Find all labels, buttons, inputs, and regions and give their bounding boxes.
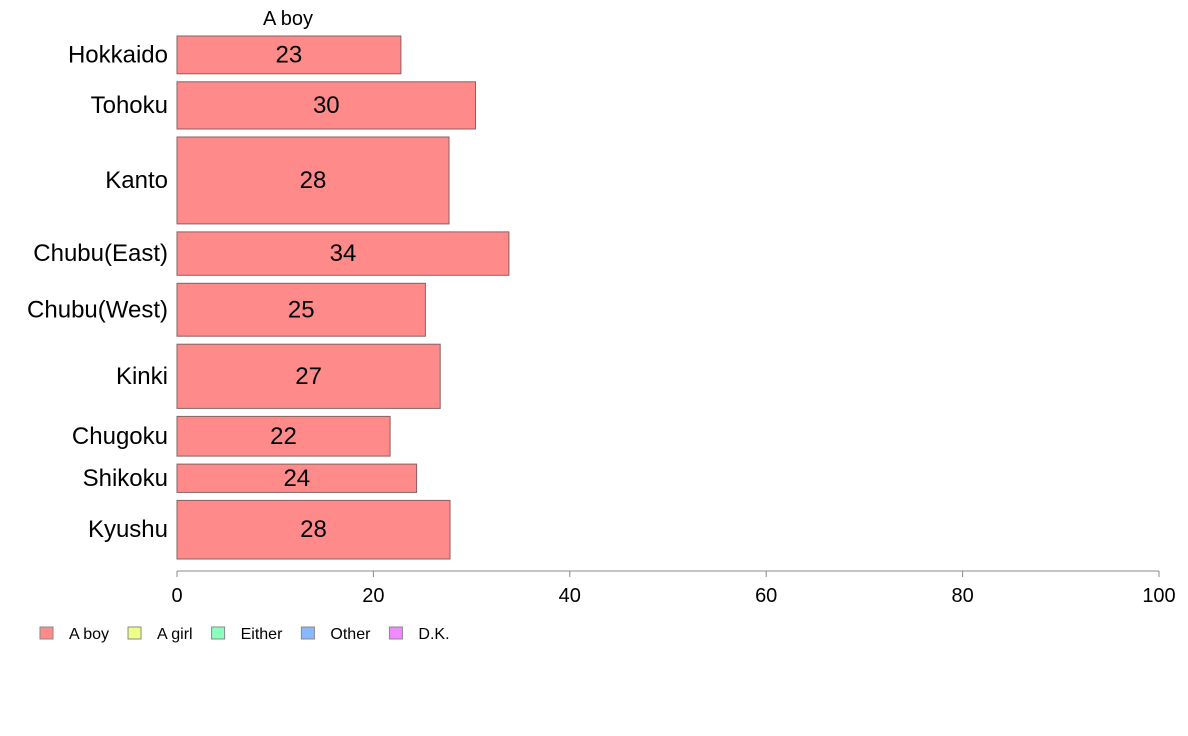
bar-chubu-east <box>176 231 510 276</box>
bar-kanto <box>176 136 450 225</box>
bar-value-label: 28 <box>300 516 327 543</box>
bar-value-label: 28 <box>300 167 327 194</box>
bar-value-label: 30 <box>313 92 340 119</box>
category-label: Shikoku <box>83 465 168 492</box>
bar-hokkaido <box>176 35 402 75</box>
series-header: A boy <box>263 8 313 30</box>
category-label: Tohoku <box>91 92 168 119</box>
bar-value-label: 24 <box>283 465 310 492</box>
bar-value-label: 23 <box>276 41 303 68</box>
legend-label: Either <box>241 626 283 643</box>
category-label: Kyushu <box>88 516 168 543</box>
legend: A boy A girl Either Other D.K. <box>39 626 450 643</box>
bar-tohoku <box>176 81 476 130</box>
bar-value-label: 27 <box>295 363 322 390</box>
x-tick-label: 0 <box>171 585 182 607</box>
bar-shikoku <box>176 463 418 493</box>
category-label: Chubu(East) <box>33 240 168 267</box>
bar-value-label: 25 <box>288 296 315 323</box>
x-tick-label: 40 <box>559 585 581 607</box>
category-label: Chubu(West) <box>27 296 168 323</box>
bar-chubu-west <box>176 282 426 337</box>
category-label: Hokkaido <box>68 41 168 68</box>
bar-value-label: 34 <box>330 240 357 267</box>
x-tick-label: 60 <box>755 585 777 607</box>
legend-swatch <box>211 626 226 640</box>
bar-kinki <box>176 343 441 409</box>
bars-group: Hokkaido 23 Tohoku 30 Kanto 28 Chubu(East) 34 Ch… <box>27 35 510 560</box>
legend-swatch <box>388 626 403 640</box>
bar-value-label: 22 <box>270 423 297 450</box>
x-axis: 0 20 40 60 80 100 <box>171 570 1176 607</box>
x-tick-label: 100 <box>1142 585 1175 607</box>
legend-label: Other <box>330 626 371 643</box>
category-label: Kinki <box>116 363 168 390</box>
legend-label: A boy <box>69 626 109 643</box>
bar-kyushu <box>176 499 451 560</box>
category-label: Kanto <box>105 167 168 194</box>
legend-label: D.K. <box>418 626 449 643</box>
x-tick-label: 80 <box>951 585 973 607</box>
legend-swatch <box>127 626 142 640</box>
legend-label: A girl <box>157 626 193 643</box>
x-tick-label: 20 <box>362 585 384 607</box>
legend-swatch <box>300 626 315 640</box>
category-label: Chugoku <box>72 423 168 450</box>
legend-swatch <box>39 626 54 640</box>
bar-chugoku <box>176 415 391 457</box>
